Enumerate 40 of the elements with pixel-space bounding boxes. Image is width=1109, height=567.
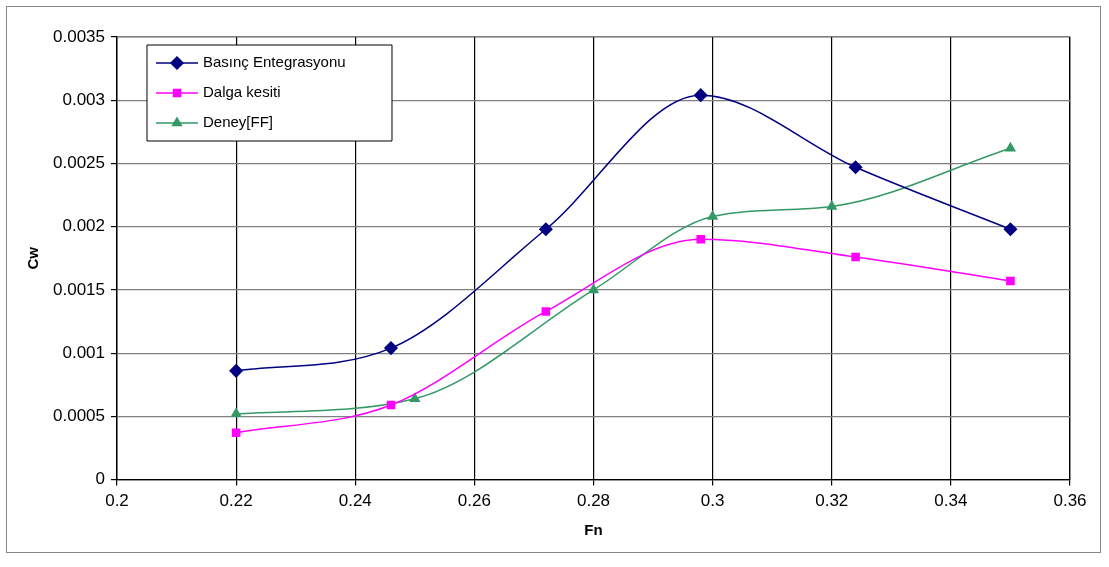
y-tick-label: 0.0005 xyxy=(53,406,105,426)
point xyxy=(707,210,718,220)
legend-label: Basınç Entegrasyonu xyxy=(203,53,346,71)
point xyxy=(693,88,708,102)
x-tick-label: 0.28 xyxy=(576,491,611,511)
x-tick-label: 0.36 xyxy=(1053,491,1087,511)
y-tick-label: 0 xyxy=(95,469,105,489)
x-tick-label: 0.22 xyxy=(219,491,253,511)
point xyxy=(384,341,398,355)
point xyxy=(409,392,420,402)
point xyxy=(386,400,396,410)
y-tick-label: 0.0035 xyxy=(53,26,105,46)
point xyxy=(696,235,705,244)
x-tick-label: 0.24 xyxy=(338,491,372,511)
point xyxy=(1003,222,1018,236)
point xyxy=(588,284,599,294)
point xyxy=(851,252,860,262)
x-tick-label: 0.32 xyxy=(815,491,849,511)
y-tick-label: 0.001 xyxy=(62,342,105,362)
point xyxy=(229,364,243,378)
y-tick-label: 0.002 xyxy=(62,216,105,236)
x-axis-title: Fn xyxy=(584,521,603,539)
y-tick-label: 0.0025 xyxy=(53,153,105,173)
x-tick-label: 0.2 xyxy=(105,491,129,511)
point xyxy=(1005,142,1016,152)
point xyxy=(826,200,837,210)
y-tick-label: 0.003 xyxy=(62,89,105,109)
point xyxy=(231,428,241,438)
point xyxy=(231,408,242,418)
legend-label: Dalga kesiti xyxy=(203,83,281,101)
point xyxy=(539,222,553,236)
point xyxy=(1006,276,1015,286)
x-tick-label: 0.34 xyxy=(934,491,968,511)
point xyxy=(848,160,863,174)
point xyxy=(541,307,551,316)
legend-label: Deney[FF] xyxy=(203,113,274,131)
y-axis-title: Cw xyxy=(24,246,42,270)
x-tick-label: 0.3 xyxy=(700,491,725,511)
y-tick-label: 0.0015 xyxy=(53,279,105,299)
x-tick-label: 0.26 xyxy=(457,491,491,511)
